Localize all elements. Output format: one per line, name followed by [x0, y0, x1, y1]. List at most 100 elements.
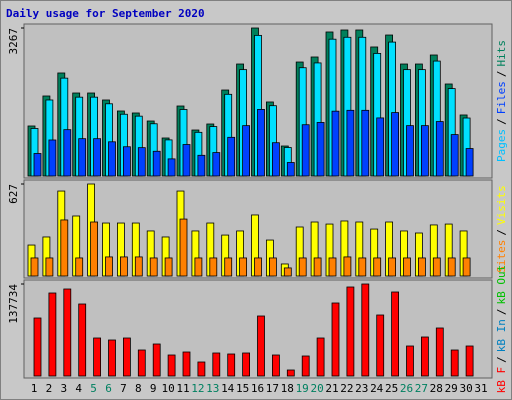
x-tick-label: 12 — [191, 382, 204, 395]
x-tick-label: 9 — [150, 382, 157, 395]
x-tick-label: 21 — [325, 382, 338, 395]
bar — [283, 267, 292, 277]
bar — [33, 153, 42, 177]
bar — [30, 257, 39, 277]
bar — [286, 162, 295, 177]
x-tick-label: 13 — [206, 382, 219, 395]
bar — [212, 152, 221, 177]
chart-title: Daily usage for September 2020 — [6, 7, 205, 20]
bar — [134, 256, 143, 277]
bar — [78, 303, 87, 377]
bar — [465, 345, 474, 377]
legend-separator: / — [495, 118, 508, 125]
x-tick-label: 30 — [459, 382, 472, 395]
bar — [298, 257, 307, 277]
bar — [358, 257, 367, 277]
bar — [242, 352, 251, 377]
bar — [120, 256, 128, 277]
x-tick-label: 7 — [120, 382, 127, 395]
bar — [447, 257, 456, 277]
legend: kB F / kB In / kB Out — [495, 265, 508, 394]
x-tick-label: 2 — [46, 382, 53, 395]
bar — [242, 125, 251, 177]
bar — [331, 302, 340, 377]
bar — [301, 124, 310, 177]
bar — [257, 109, 265, 177]
legend-entry: kB F — [495, 367, 508, 394]
bar — [271, 142, 280, 177]
bar — [257, 315, 265, 377]
bar — [376, 314, 385, 377]
bar — [63, 288, 72, 377]
bar — [152, 150, 161, 177]
bar — [45, 257, 54, 277]
bar — [328, 257, 337, 277]
x-tick-label: 31 — [474, 382, 487, 395]
bar — [224, 257, 233, 277]
legend-entry: kB In — [495, 319, 508, 352]
bar — [403, 257, 411, 277]
x-tick-label: 28 — [430, 382, 443, 395]
bar — [254, 257, 262, 277]
bar — [391, 112, 400, 177]
bar — [194, 257, 203, 277]
legend-separator: / — [495, 356, 508, 363]
x-tick-label: 11 — [176, 382, 189, 395]
x-tick-label: 24 — [370, 382, 384, 395]
bar — [108, 339, 116, 377]
bar — [48, 292, 57, 377]
bar — [301, 355, 310, 377]
legend-separator: / — [495, 229, 508, 236]
x-tick-label: 22 — [340, 382, 353, 395]
bar — [286, 369, 295, 377]
bar — [417, 257, 426, 277]
legend-entry: Visits — [495, 185, 508, 225]
bar — [361, 283, 370, 377]
x-tick-label: 23 — [355, 382, 368, 395]
legend-separator: / — [495, 308, 508, 315]
x-tick-label: 10 — [161, 382, 174, 395]
bar — [313, 257, 322, 277]
bar — [406, 125, 414, 177]
bar — [271, 354, 280, 377]
x-tick-label: 15 — [236, 382, 249, 395]
bar — [60, 219, 69, 277]
x-tick-label: 8 — [135, 382, 142, 395]
bar — [388, 257, 397, 277]
x-tick-label: 18 — [281, 382, 294, 395]
bar — [343, 256, 352, 277]
bar — [462, 257, 471, 277]
x-tick-label: 29 — [445, 382, 458, 395]
bar — [346, 109, 355, 177]
bar — [137, 349, 146, 377]
bar — [164, 257, 173, 277]
y-max-label: 137734 — [7, 284, 20, 324]
bar — [420, 125, 429, 177]
x-tick-label: 19 — [296, 382, 309, 395]
bar — [78, 138, 87, 177]
y-max-label: 627 — [7, 184, 20, 204]
x-tick-label: 4 — [75, 382, 82, 395]
bar — [268, 257, 277, 277]
bar — [182, 351, 191, 377]
bar — [209, 257, 218, 277]
bar — [391, 291, 400, 377]
legend: Sites / Visits — [495, 185, 508, 273]
bar — [137, 147, 146, 177]
bar — [197, 154, 206, 177]
bar — [152, 343, 161, 377]
bar — [373, 257, 382, 277]
bar — [63, 129, 72, 177]
bar — [179, 218, 188, 277]
bar — [432, 257, 441, 277]
legend-entry: Sites — [495, 240, 508, 273]
bar — [316, 337, 325, 377]
bar — [450, 134, 459, 177]
bar — [93, 337, 101, 377]
bar — [123, 337, 131, 377]
legend-separator: / — [495, 71, 508, 78]
legend: Pages / Files / Hits — [495, 40, 508, 162]
x-tick-label: 5 — [90, 382, 97, 395]
bar — [316, 122, 325, 177]
